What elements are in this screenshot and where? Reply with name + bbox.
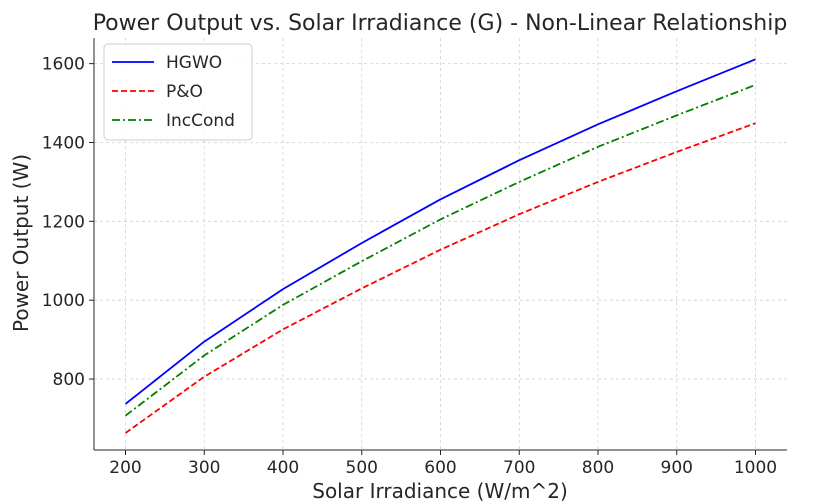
series-line-p-o <box>124 122 756 434</box>
legend-label: HGWO <box>166 53 222 73</box>
series-line-inccond <box>124 84 756 417</box>
x-tick-label: 500 <box>346 458 378 478</box>
x-tick-label: 900 <box>661 458 693 478</box>
x-tick-label: 1000 <box>734 458 777 478</box>
y-tick-label: 1600 <box>42 55 85 75</box>
y-tick-label: 1200 <box>42 212 85 232</box>
x-tick-label: 400 <box>267 458 299 478</box>
x-axis-label: Solar Irradiance (W/m^2) <box>312 479 568 502</box>
legend-label: P&O <box>166 82 203 102</box>
series-layer <box>124 58 756 434</box>
legend-box <box>103 43 253 141</box>
y-tick-label: 800 <box>53 370 85 390</box>
y-tick-label: 1000 <box>42 291 85 311</box>
x-tick-label: 800 <box>582 458 614 478</box>
chart-title: Power Output vs. Solar Irradiance (G) - … <box>93 11 788 36</box>
y-tick-label: 1400 <box>42 133 85 153</box>
x-tick-label: 700 <box>503 458 535 478</box>
x-tick-label: 200 <box>109 458 141 478</box>
x-tick-label: 600 <box>424 458 456 478</box>
x-tick-label: 300 <box>188 458 220 478</box>
ticks: 200 300 400 500 600 700 800 900 1000 800 1000 1200 1… <box>42 55 777 478</box>
legend-label: IncCond <box>166 111 235 131</box>
y-axis-label: Power Output (W) <box>9 154 33 332</box>
legend: HGWO P&O IncCond <box>103 43 253 141</box>
series-line-hgwo <box>124 58 756 405</box>
